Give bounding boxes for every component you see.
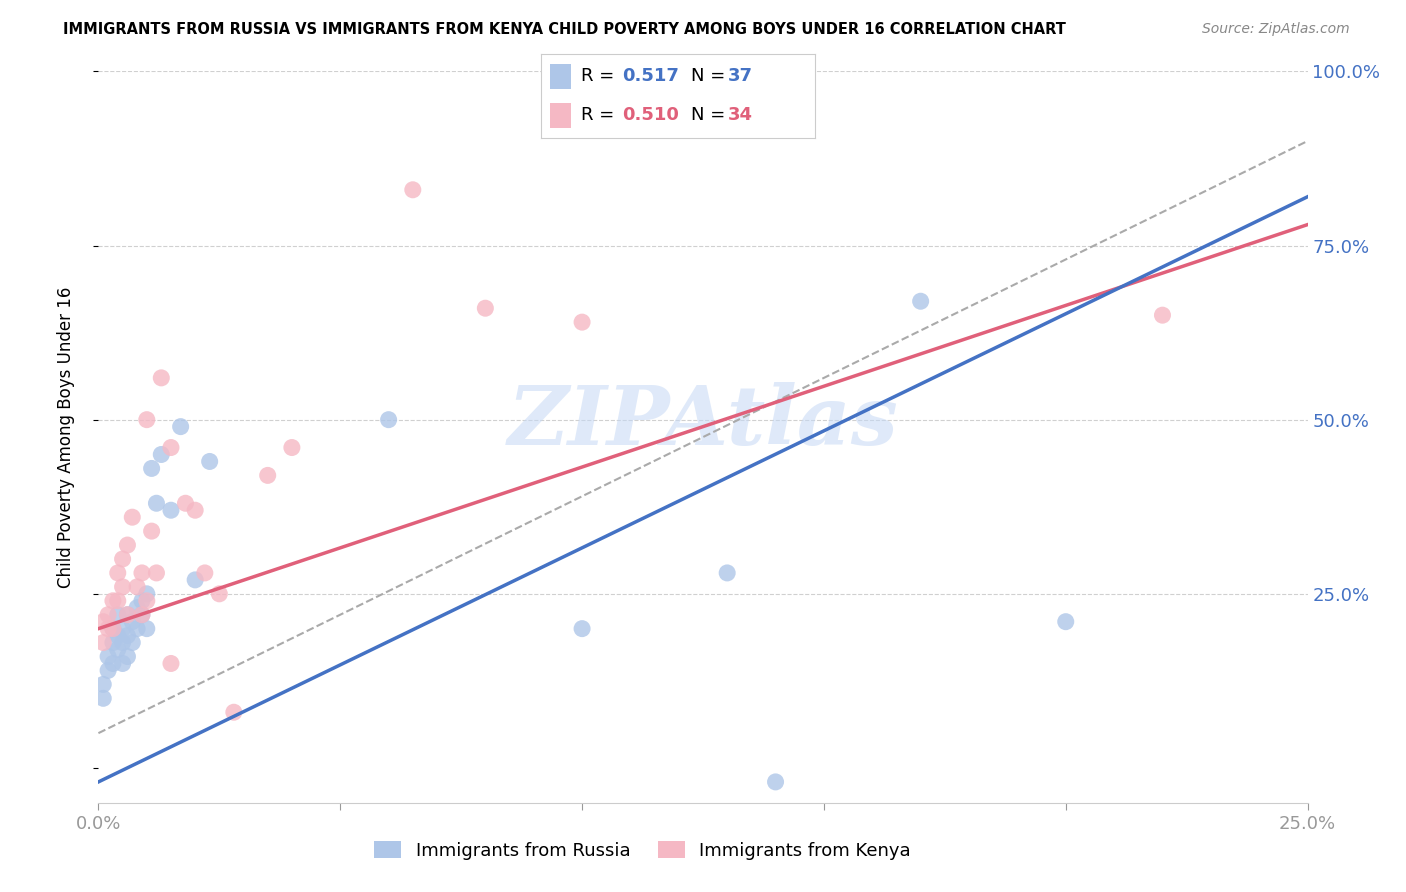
Point: [121, 510, 143, 524]
Point: [198, 454, 221, 468]
Point: [145, 566, 167, 580]
Point: [111, 657, 134, 671]
Point: [117, 649, 139, 664]
Text: N =: N =: [690, 68, 731, 86]
Point: [145, 496, 167, 510]
Text: 37: 37: [728, 68, 752, 86]
Text: N =: N =: [690, 106, 731, 124]
Point: [160, 441, 183, 455]
Point: [97, 622, 120, 636]
Point: [256, 468, 278, 483]
Text: R =: R =: [581, 68, 620, 86]
Point: [111, 580, 134, 594]
Point: [107, 629, 129, 643]
Point: [150, 448, 173, 462]
Point: [91, 677, 114, 691]
Point: [111, 552, 134, 566]
Point: [97, 607, 120, 622]
Point: [127, 600, 149, 615]
Point: [107, 642, 129, 657]
Point: [117, 538, 139, 552]
FancyBboxPatch shape: [550, 63, 571, 89]
Text: 0.510: 0.510: [623, 106, 679, 124]
Point: [121, 635, 143, 649]
Point: [131, 566, 153, 580]
FancyBboxPatch shape: [550, 103, 571, 128]
Point: [91, 615, 114, 629]
Point: [111, 635, 134, 649]
Y-axis label: Child Poverty Among Boys Under 16: Child Poverty Among Boys Under 16: [56, 286, 75, 588]
Point: [571, 622, 593, 636]
Point: [131, 594, 153, 608]
Point: [135, 412, 157, 426]
Point: [141, 524, 163, 538]
Point: [107, 607, 129, 622]
Point: [127, 622, 149, 636]
Point: [184, 573, 207, 587]
Point: [107, 594, 129, 608]
Point: [131, 607, 153, 622]
Point: [91, 691, 114, 706]
Point: [97, 664, 120, 678]
Point: [135, 594, 157, 608]
Point: [765, 775, 787, 789]
Point: [135, 622, 157, 636]
Point: [716, 566, 738, 580]
Point: [184, 503, 207, 517]
Point: [194, 566, 217, 580]
Point: [402, 183, 425, 197]
Text: IMMIGRANTS FROM RUSSIA VS IMMIGRANTS FROM KENYA CHILD POVERTY AMONG BOYS UNDER 1: IMMIGRANTS FROM RUSSIA VS IMMIGRANTS FRO…: [63, 22, 1066, 37]
Point: [474, 301, 496, 316]
Point: [111, 622, 134, 636]
Point: [208, 587, 231, 601]
Point: [910, 294, 932, 309]
Point: [160, 503, 183, 517]
Point: [127, 580, 149, 594]
Point: [150, 371, 173, 385]
Point: [101, 622, 124, 636]
Text: Source: ZipAtlas.com: Source: ZipAtlas.com: [1202, 22, 1350, 37]
Point: [1054, 615, 1077, 629]
Point: [101, 594, 124, 608]
Legend: Immigrants from Russia, Immigrants from Kenya: Immigrants from Russia, Immigrants from …: [367, 834, 918, 867]
Text: R =: R =: [581, 106, 620, 124]
Point: [117, 607, 139, 622]
Point: [169, 419, 191, 434]
Point: [131, 607, 153, 622]
Point: [571, 315, 593, 329]
Point: [101, 622, 124, 636]
Text: 34: 34: [728, 106, 752, 124]
Point: [141, 461, 163, 475]
Point: [281, 441, 304, 455]
Text: 0.517: 0.517: [623, 68, 679, 86]
Point: [117, 629, 139, 643]
Point: [135, 587, 157, 601]
Point: [1152, 308, 1174, 322]
Point: [222, 705, 245, 719]
Point: [174, 496, 197, 510]
Point: [377, 412, 399, 426]
Point: [121, 615, 143, 629]
Point: [101, 635, 124, 649]
Point: [97, 649, 120, 664]
Point: [107, 566, 129, 580]
Text: ZIPAtlas: ZIPAtlas: [508, 383, 898, 462]
Point: [91, 635, 114, 649]
Point: [117, 607, 139, 622]
Point: [101, 657, 124, 671]
Point: [160, 657, 183, 671]
